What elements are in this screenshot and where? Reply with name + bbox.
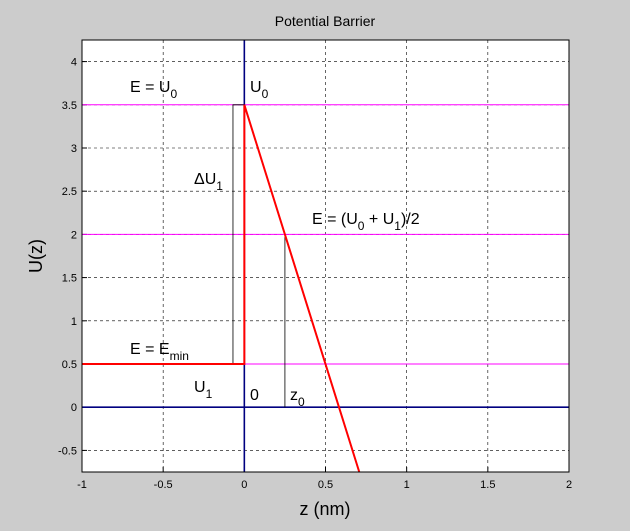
annotation-subscript: 0 [170,87,177,101]
annotation-text: )/2 [401,211,420,228]
annotation-subscript: 1 [394,219,401,233]
annotation: 0 [250,387,259,404]
series-line [232,104,245,364]
y-tick-label: 0 [71,402,77,414]
x-tick-label: 1.5 [480,479,495,491]
annotation: E = Emin [130,341,189,363]
annotation: z0 [290,387,305,409]
axes-box [81,39,570,473]
x-tick-label: 1 [404,479,410,491]
annotation: E = U0 [130,79,177,101]
annotation: ΔU1 [194,171,223,193]
annotation-text: U [250,79,262,96]
annotation-text: E = E [130,341,170,358]
y-tick-label: 4 [71,57,77,69]
annotation-text: E = U [130,79,170,96]
x-tick-label: 0 [241,479,247,491]
y-tick-label: 1 [71,316,77,328]
annotation: U0 [250,79,269,101]
x-tick-label: 2 [566,479,572,491]
series-line [82,104,361,473]
annotation-text: ΔU [194,171,216,188]
x-tick-label: -0.5 [154,479,173,491]
annotation-subscript: 1 [216,179,223,193]
annotation-text: U [194,379,206,396]
annotation-text: z [290,387,298,404]
y-axis-label: U(z) [26,239,46,273]
y-tick-label: 0.5 [62,359,77,371]
annotation-text: + U [364,211,394,228]
annotation-subscript: 0 [298,395,305,409]
x-tick-label: -1 [77,479,87,491]
y-tick-label: 1.5 [62,273,77,285]
y-tick-label: 2.5 [62,186,77,198]
annotation-subscript: 0 [358,219,365,233]
annotation: U1 [194,379,213,401]
x-axis-label: z (nm) [300,499,351,519]
y-tick-label: 3.5 [62,100,77,112]
annotation-text: 0 [250,387,259,404]
x-tick-label: 0.5 [318,479,333,491]
annotation-subscript: 0 [262,87,269,101]
annotation: E = (U0 + U1)/2 [312,211,420,233]
y-tick-label: 2 [71,229,77,241]
y-tick-label: 3 [71,143,77,155]
annotation-subscript: 1 [206,387,213,401]
annotation-subscript: min [170,349,189,363]
chart-title: Potential Barrier [275,13,376,29]
y-tick-label: -0.5 [58,445,77,457]
annotation-text: E = (U [312,211,358,228]
